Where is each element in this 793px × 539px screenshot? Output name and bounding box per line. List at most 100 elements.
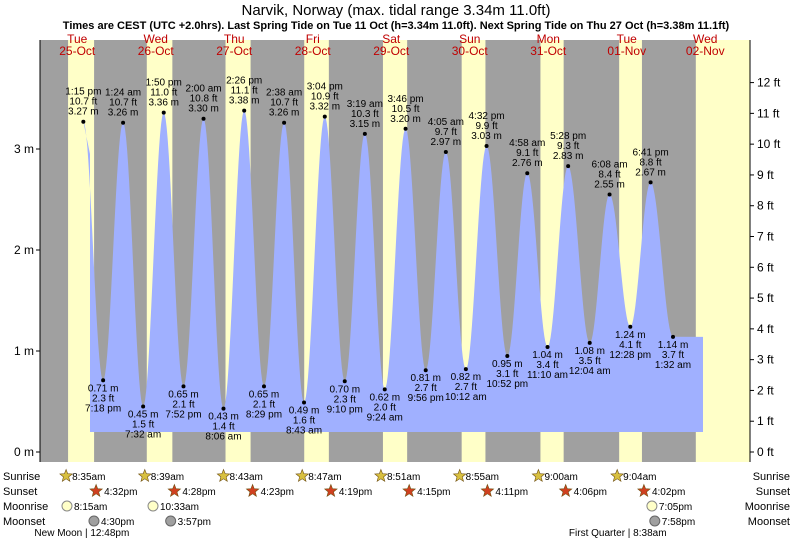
tide-point [322,114,327,119]
daylight-band [68,40,95,462]
sunrise-row-label: Sunrise [3,471,40,483]
low-tide-label: 8:43 am [286,426,322,437]
sunset-time: 4:15pm [417,487,450,498]
low-tide-label: 1.4 ft [212,422,234,433]
sunrise-time: 9:04am [623,472,656,483]
low-tide-label: 0.71 m [88,383,119,394]
moonrise-time: 10:33am [160,502,199,513]
tide-point [403,126,408,131]
moonrise-icon [147,500,159,512]
low-tide-label: 4.1 ft [619,340,641,351]
tide-point [121,120,126,125]
tide-point [101,378,106,383]
tide-point [201,116,206,121]
left-tick-label: 2 m [14,243,34,257]
low-tide-label: 12:28 pm [609,350,651,361]
sunrise-time: 8:35am [72,472,105,483]
moonrise-icon [61,500,73,512]
low-tide-label: 3.4 ft [536,360,558,371]
high-tide-label: 9.3 ft [557,141,579,152]
high-tide-label: 3:19 am [347,99,383,110]
date-label: 28-Oct [295,44,332,58]
tide-point [545,344,550,349]
sunset-icon [89,483,104,497]
tide-point [525,171,530,176]
low-tide-label: 1.08 m [574,346,605,357]
moonset-icon [649,515,661,527]
tide-point [484,143,489,148]
low-tide-label: 7:18 pm [85,403,121,414]
high-tide-label: 10.8 ft [190,94,218,105]
day-labels: Tue25-OctWed26-OctThu27-OctFri28-OctSat2… [59,32,724,58]
sunset-icon [402,483,417,497]
tide-point [463,367,468,372]
moonrise-row-label-right: Moonrise [745,501,790,513]
day-of-week-label: Tue [617,32,638,46]
high-tide-label: 2.55 m [594,179,625,190]
tide-point [587,340,592,345]
day-of-week-label: Fri [306,32,320,46]
high-tide-label: 8.8 ft [639,157,661,168]
low-tide-label: 10:12 am [445,392,487,403]
sunrise-icon [59,468,74,482]
sunrise-time: 8:39am [151,472,184,483]
high-tide-label: 5:28 pm [550,131,586,142]
high-tide-label: 3.03 m [471,131,502,142]
sunrise-time: 8:43am [230,472,263,483]
high-tide-label: 1:50 pm [146,78,182,89]
moonset-time: 4:30pm [101,517,134,528]
date-label: 01-Nov [607,44,646,58]
right-tick-label: 7 ft [757,230,774,244]
moonrise-time: 8:15am [74,502,107,513]
right-tick-label: 0 ft [757,445,774,459]
tide-point [242,108,247,113]
right-tick-label: 9 ft [757,168,774,182]
right-tick-label: 1 ft [757,414,774,428]
tide-point [423,368,428,373]
tide-point [607,192,612,197]
day-of-week-label: Tue [67,32,88,46]
day-of-week-label: Sun [459,32,480,46]
sun-moon-rows: Sunrise Sunrise Sunset Sunset Moonrise Moonri… [3,468,790,539]
low-tide-label: 9:10 pm [327,404,363,415]
low-tide-label: 3.1 ft [496,369,518,380]
moon-phase-first-quarter: First Quarter | 8:38am [569,528,667,539]
high-tide-label: 3.30 m [188,104,219,115]
sunset-icon [323,483,338,497]
high-tide-label: 9.1 ft [516,148,538,159]
low-tide-label: 0.43 m [208,412,239,423]
moonset-time: 7:58pm [662,517,695,528]
sunset-row-label: Sunset [3,486,37,498]
high-tide-label: 2:26 pm [226,76,262,87]
moonset-row-label-right: Moonset [748,516,790,528]
tide-point [566,164,571,169]
high-tide-label: 3.32 m [310,102,341,113]
low-tide-label: 0.62 m [369,392,400,403]
tide-point [221,406,226,411]
high-tide-label: 3.36 m [148,98,179,109]
high-tide-label: 2:38 am [266,88,302,99]
low-tide-label: 3.5 ft [579,356,601,367]
low-tide-label: 2.0 ft [374,402,396,413]
high-tide-label: 9.7 ft [435,127,457,138]
high-tide-label: 11.0 ft [150,88,177,99]
date-label: 31-Oct [530,44,567,58]
sunset-icon [167,483,182,497]
sunrise-icon [295,468,310,482]
right-tick-label: 11 ft [757,106,780,120]
high-tide-label: 10.3 ft [351,109,379,120]
tide-point [505,354,510,359]
date-label: 30-Oct [452,44,489,58]
moonrise-row-label: Moonrise [3,501,48,513]
date-label: 27-Oct [216,44,253,58]
sunrise-icon [137,468,152,482]
high-tide-label: 10.5 ft [392,104,420,115]
high-tide-label: 4:58 am [509,138,545,149]
sunrise-time: 8:47am [308,472,341,483]
high-tide-label: 3:46 pm [388,94,424,105]
right-tick-label: 10 ft [757,137,781,151]
sunset-row-label-right: Sunset [756,486,790,498]
low-tide-label: 8:06 am [205,432,241,443]
low-tide-label: 7:32 am [125,430,161,441]
